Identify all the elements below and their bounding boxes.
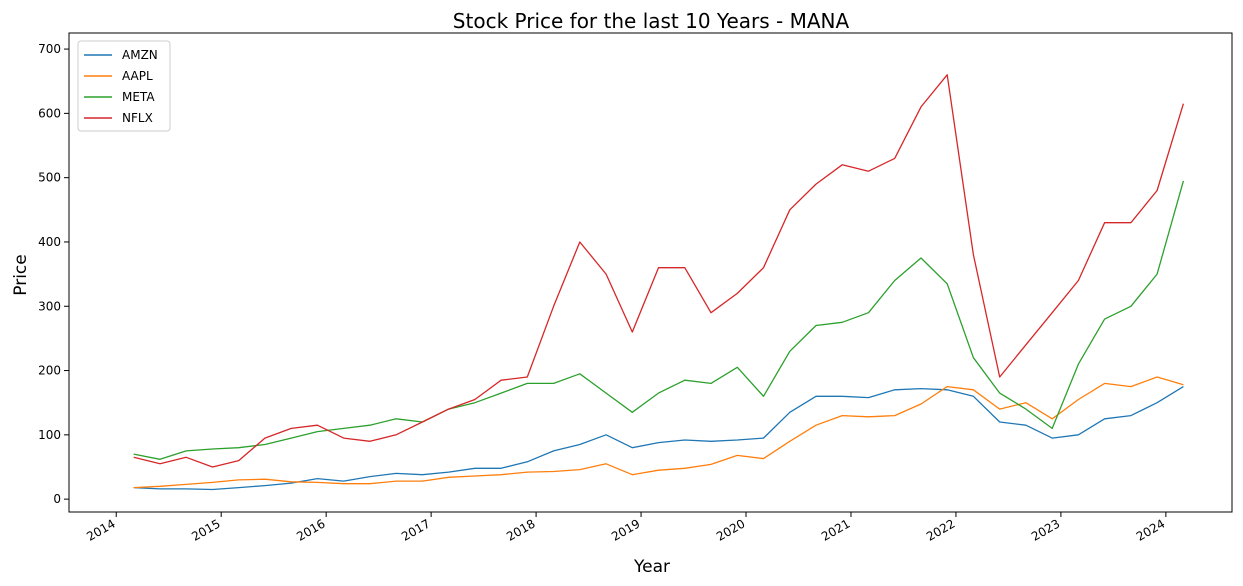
y-tick-label: 200	[38, 364, 61, 378]
x-tick-label: 2016	[294, 516, 327, 543]
y-tick-label: 300	[38, 299, 61, 313]
x-axis-label: Year	[633, 557, 670, 577]
x-tick-label: 2014	[84, 516, 117, 543]
plot-area	[133, 74, 1185, 491]
chart-title: Stock Price for the last 10 Years - MANA	[453, 9, 850, 33]
y-tick-label: 700	[38, 42, 61, 56]
x-tick-label: 2022	[924, 516, 957, 543]
x-tick-label: 2024	[1134, 516, 1167, 543]
x-tick-label: 2021	[819, 516, 852, 543]
series-line-meta	[133, 180, 1185, 460]
y-tick-label: 500	[38, 171, 61, 185]
y-tick-label: 100	[38, 428, 61, 442]
x-tick-label: 2019	[609, 516, 642, 543]
legend-box	[77, 40, 171, 132]
legend-label-meta: META	[122, 90, 155, 104]
plot-frame	[68, 32, 1233, 513]
legend: AMZN AAPL META NFLX	[77, 40, 171, 132]
y-tick-label: 0	[53, 492, 61, 506]
x-tick-label: 2017	[399, 516, 432, 543]
legend-label-aapl: AAPL	[122, 69, 153, 83]
y-tick-label: 600	[38, 106, 61, 120]
y-axis-label: Price	[11, 254, 31, 295]
x-tick-label: 2018	[504, 516, 537, 543]
x-tick-label: 2023	[1029, 516, 1062, 543]
x-axis: 2014 2015 2016 2017 2018 2019 2020 2021 2022 2023…	[84, 512, 1167, 544]
x-tick-label: 2015	[189, 516, 222, 543]
series-line-nflx	[133, 74, 1185, 468]
legend-label-nflx: NFLX	[122, 111, 153, 125]
series-line-aapl	[133, 376, 1184, 489]
y-tick-label: 400	[38, 235, 61, 249]
y-axis: 0 100 200 300 400 500 600 700	[38, 42, 69, 506]
legend-label-amzn: AMZN	[122, 48, 158, 62]
series-line-amzn	[133, 386, 1184, 491]
x-tick-label: 2020	[714, 516, 747, 543]
